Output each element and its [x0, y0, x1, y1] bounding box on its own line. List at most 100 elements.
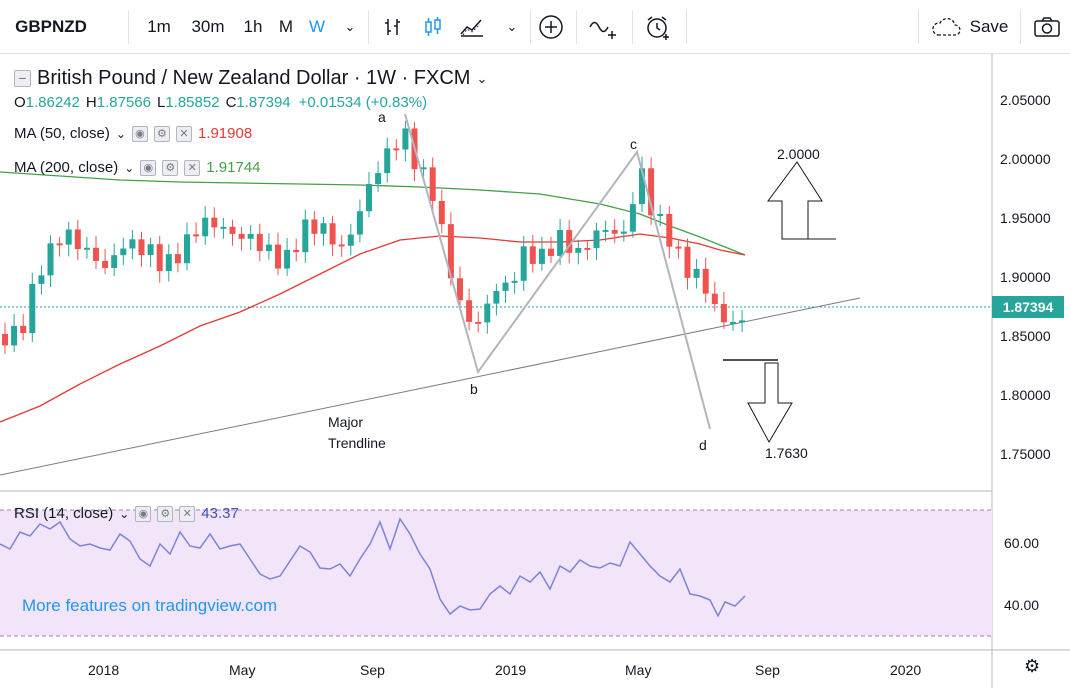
candle-body [202, 217, 209, 237]
price-tick: 1.80000 [1000, 387, 1051, 403]
candle-body [138, 239, 145, 256]
candle-body [420, 167, 427, 170]
top-toolbar: GBPNZD 1m 30m 1h M W ⌄ ⌄ Save [0, 0, 1070, 54]
ma50-label[interactable]: MA (50, close) [14, 125, 110, 142]
candlesticks [2, 120, 746, 354]
trendline-label-line2: Trendline [328, 435, 386, 451]
point-a-label: a [378, 109, 386, 125]
candle-body [38, 275, 45, 284]
last-price-tag: 1.87394 [992, 296, 1064, 318]
time-tick: Sep [755, 662, 780, 678]
candle-body [56, 243, 63, 246]
divider [686, 10, 687, 44]
candle-body [275, 244, 281, 269]
save-button[interactable]: Save [969, 17, 1009, 36]
divider [1020, 10, 1021, 44]
candle-body [475, 321, 482, 324]
interval-weekly[interactable]: W [308, 17, 326, 36]
area-chart-icon[interactable] [456, 0, 488, 54]
collapse-icon[interactable]: − [14, 70, 31, 87]
chart-canvas[interactable] [0, 54, 1070, 688]
time-tick: 2019 [495, 662, 527, 678]
candle-body [648, 168, 655, 216]
eye-icon[interactable]: ◉ [140, 159, 157, 176]
candle-body [666, 214, 673, 247]
chevron-down-icon[interactable]: ⌄ [124, 160, 135, 175]
interval-1m[interactable]: 1m [147, 17, 171, 36]
candle-body [20, 325, 27, 334]
chevron-down-icon[interactable]: ⌄ [506, 19, 518, 34]
gear-icon[interactable]: ⚙ [157, 505, 174, 522]
candle-body [247, 233, 254, 239]
tradingview-promo-link[interactable]: More features on tradingview.com [22, 596, 278, 615]
symbol-search[interactable]: GBPNZD [15, 17, 87, 36]
close-icon[interactable]: ✕ [184, 159, 201, 176]
candle-body [629, 204, 636, 232]
cloud-icon[interactable] [928, 0, 964, 54]
candle-body [147, 244, 154, 256]
candle-body [238, 233, 245, 239]
trendline-label-line1: Major [328, 414, 364, 430]
rsi-tick: 60.00 [1004, 535, 1040, 551]
close-icon[interactable]: ✕ [175, 125, 192, 142]
candle-body [93, 247, 99, 261]
candle-body [730, 321, 736, 324]
candle-body [739, 320, 746, 323]
candle-body [693, 268, 700, 278]
close-label: C [225, 94, 237, 111]
candle-body [384, 148, 391, 174]
chart-title-row: − British Pound / New Zealand Dollar · 1… [14, 67, 487, 90]
ma200-value: 1.91744 [206, 159, 261, 176]
chevron-down-icon[interactable]: ⌄ [119, 506, 130, 521]
alert-clock-icon[interactable] [638, 0, 678, 54]
gear-icon[interactable]: ⚙ [162, 159, 179, 176]
candle-body [484, 303, 491, 323]
ma200-label[interactable]: MA (200, close) [14, 159, 119, 176]
ma50-legend: MA (50, close) ⌄ ◉ ⚙ ✕ 1.91908 [14, 125, 252, 142]
candle-body [165, 254, 172, 272]
interval-1h[interactable]: 1h [243, 17, 263, 36]
rsi-tick: 40.00 [1004, 597, 1040, 613]
interval-monthly[interactable]: M [278, 17, 294, 36]
settings-gear-icon[interactable]: ⚙ [1024, 656, 1041, 676]
rsi-value: 43.37 [201, 505, 239, 522]
price-tick: 2.05000 [1000, 92, 1051, 108]
indicators-icon[interactable] [534, 0, 568, 54]
compare-icon[interactable] [584, 0, 624, 54]
chevron-down-icon[interactable]: ⌄ [476, 70, 488, 86]
interval-30m[interactable]: 30m [191, 17, 225, 36]
bars-icon[interactable] [378, 0, 408, 54]
candles-icon[interactable] [418, 0, 448, 54]
price-tick: 1.75000 [1000, 446, 1051, 462]
divider [530, 10, 531, 44]
close-icon[interactable]: ✕ [179, 505, 196, 522]
divider [128, 10, 129, 44]
candle-body [156, 244, 163, 272]
point-b-label: b [470, 381, 478, 397]
low-label: L [156, 94, 166, 111]
candle-body [466, 300, 473, 322]
gear-icon[interactable]: ⚙ [153, 125, 170, 142]
candle-body [184, 234, 190, 264]
time-tick: Sep [360, 662, 385, 678]
eye-icon[interactable]: ◉ [131, 125, 148, 142]
candle-body [611, 229, 618, 234]
candle-body [493, 290, 500, 304]
eye-icon[interactable]: ◉ [135, 505, 152, 522]
candle-body [602, 229, 609, 232]
chevron-down-icon[interactable]: ⌄ [344, 19, 356, 34]
candle-body [293, 249, 300, 253]
major-trendline [0, 297, 861, 476]
divider [632, 10, 633, 44]
candle-body [47, 243, 54, 276]
divider [576, 10, 577, 44]
chevron-down-icon[interactable]: ⌄ [115, 126, 126, 141]
price-tick: 2.00000 [1000, 151, 1051, 167]
target-up-label: 2.0000 [777, 146, 820, 162]
candle-body [302, 219, 309, 253]
rsi-label[interactable]: RSI (14, close) [14, 505, 114, 522]
chart-title: British Pound / New Zealand Dollar · 1W … [37, 67, 471, 89]
candle-body [557, 230, 564, 256]
candle-body [129, 239, 136, 249]
camera-icon[interactable] [1028, 0, 1066, 54]
